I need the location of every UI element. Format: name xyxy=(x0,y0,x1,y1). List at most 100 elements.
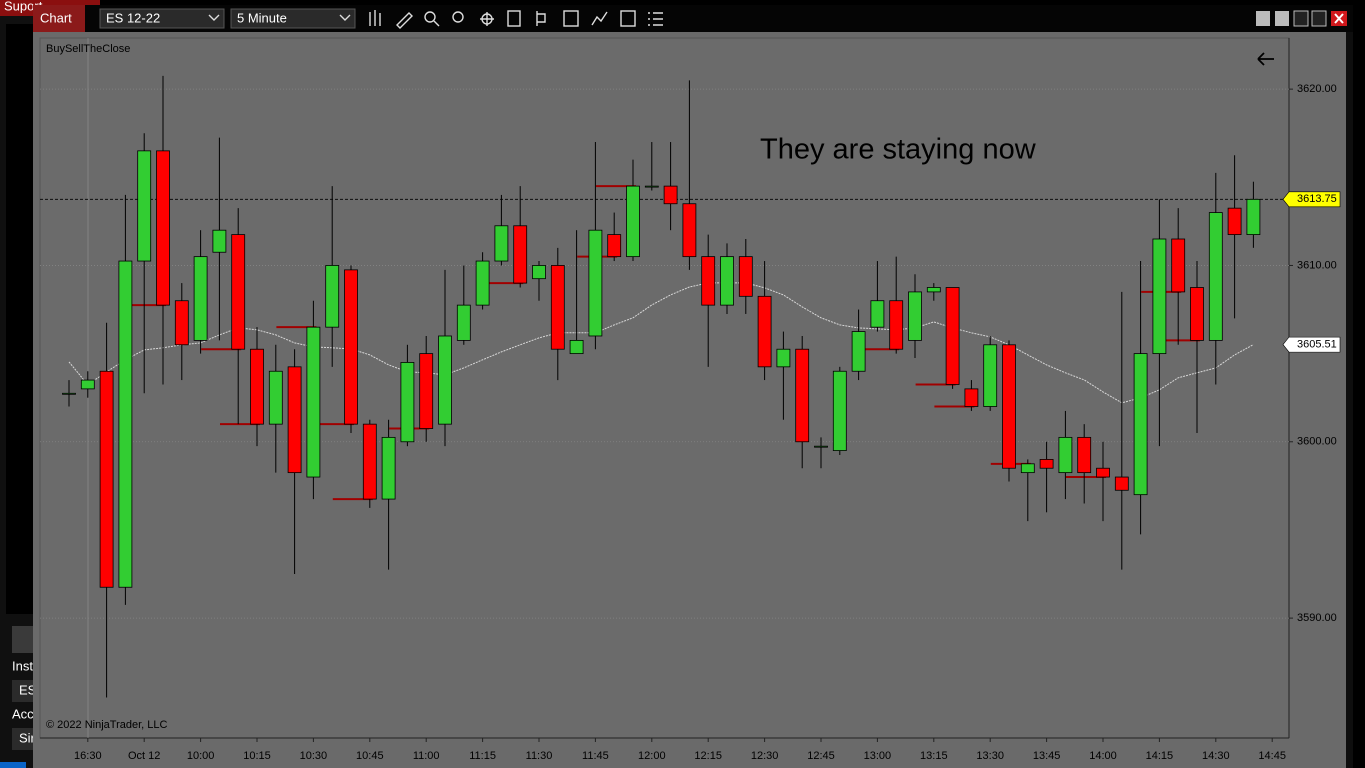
candle-body xyxy=(250,348,264,425)
x-tick-label: 10:15 xyxy=(243,750,271,762)
candle-body xyxy=(945,287,960,385)
analyzer-icon[interactable] xyxy=(620,10,636,27)
x-tick-label: 13:45 xyxy=(1033,750,1061,762)
candle-body xyxy=(663,185,678,205)
interval-dropdown[interactable] xyxy=(230,8,356,29)
candle-body xyxy=(156,150,170,306)
candle-body xyxy=(1114,476,1129,491)
background-label: ES xyxy=(19,682,37,697)
moving-average xyxy=(68,282,1254,404)
background-field[interactable] xyxy=(12,680,33,702)
candle-body xyxy=(908,291,922,341)
x-tick-label: 10:45 xyxy=(356,750,384,762)
dropdown-arrow xyxy=(208,14,220,21)
crosshair-lines xyxy=(480,12,494,26)
x-tick-label: 12:15 xyxy=(694,750,722,762)
x-tick-label: Oct 12 xyxy=(128,750,160,762)
list-icon[interactable] xyxy=(648,12,663,26)
strategies-icon[interactable] xyxy=(591,11,608,26)
annotation: They are staying now xyxy=(760,134,1037,166)
candle-body xyxy=(212,229,227,253)
candle-body xyxy=(1227,207,1242,235)
candle-body xyxy=(1002,344,1016,469)
window-button[interactable] xyxy=(1275,11,1289,26)
candle-body xyxy=(306,326,321,478)
indicators-icon[interactable] xyxy=(563,10,579,27)
candle-body xyxy=(814,445,828,448)
tab-label: Chart xyxy=(40,10,72,25)
candle-body xyxy=(137,150,152,262)
interval-label: 5 Minute xyxy=(237,10,287,25)
candle-body xyxy=(569,339,584,355)
x-tick-label: 12:45 xyxy=(807,750,835,762)
candle-body xyxy=(268,370,283,425)
candle-body xyxy=(550,265,565,350)
zoom-out-icon[interactable] xyxy=(452,11,464,23)
candle-body xyxy=(757,295,772,368)
ma-price-flag xyxy=(1282,336,1341,353)
candle-body xyxy=(231,234,246,350)
background-label: Inst xyxy=(12,658,33,673)
candle-body xyxy=(851,331,866,372)
x-tick-label: 11:45 xyxy=(582,750,609,762)
x-tick-label: 11:00 xyxy=(413,750,440,762)
bars-icon[interactable] xyxy=(369,10,381,26)
x-tick-label: 16:30 xyxy=(74,750,102,762)
candle-body xyxy=(99,370,114,588)
candle-body xyxy=(1171,238,1186,293)
x-tick-label: 13:30 xyxy=(976,750,1004,762)
candle-body xyxy=(381,436,396,500)
x-tick-label: 11:30 xyxy=(526,750,553,762)
x-tick-label: 14:00 xyxy=(1089,750,1117,762)
candle-body xyxy=(419,353,434,429)
candle-body xyxy=(1152,238,1167,355)
candle-body xyxy=(494,225,509,262)
candle-body xyxy=(682,203,697,258)
x-tick-label: 12:00 xyxy=(638,750,666,762)
candle-body xyxy=(532,265,546,280)
candle-body xyxy=(1133,353,1148,496)
current-price-label: 3613.75 xyxy=(1297,193,1337,205)
zoom-in-handle xyxy=(433,20,440,27)
candle-body xyxy=(513,225,528,284)
candle-body xyxy=(1077,436,1092,474)
plot-area xyxy=(39,37,1290,739)
close-glyph xyxy=(1334,13,1344,24)
candle-body xyxy=(926,287,941,293)
candle-body xyxy=(626,185,640,258)
properties-icon[interactable] xyxy=(507,10,521,27)
candle-body xyxy=(1058,436,1073,474)
chart-tab[interactable] xyxy=(33,5,85,32)
candle-body xyxy=(344,269,358,425)
candle-body xyxy=(174,300,189,346)
back-arrow[interactable] xyxy=(1257,52,1274,66)
background-strip xyxy=(0,762,26,768)
candle-body xyxy=(889,300,904,350)
window-edge xyxy=(1346,32,1353,768)
background-field[interactable] xyxy=(12,728,33,750)
draw-icon[interactable] xyxy=(396,12,413,29)
x-tick-label: 12:30 xyxy=(751,750,779,762)
indicator-label: BuySellTheClose xyxy=(46,43,130,55)
ma-price-label: 3605.51 xyxy=(1297,339,1337,351)
instrument-dropdown[interactable] xyxy=(99,8,225,29)
candle-body xyxy=(118,260,133,588)
x-tick-label: 14:30 xyxy=(1202,750,1230,762)
x-tick-label: 13:15 xyxy=(920,750,948,762)
minimize-button[interactable] xyxy=(1293,10,1309,27)
x-tick-label: 11:15 xyxy=(469,750,496,762)
candle-body xyxy=(607,234,622,258)
maximize-button[interactable] xyxy=(1311,10,1327,27)
background-button[interactable] xyxy=(12,626,33,653)
window-button[interactable] xyxy=(1256,11,1270,26)
candle-body xyxy=(80,379,95,390)
candle-body xyxy=(1246,198,1261,235)
candle-body xyxy=(1039,459,1054,469)
candle-body xyxy=(832,370,847,451)
zoom-in-icon[interactable] xyxy=(424,11,436,23)
instrument-label: ES 12-22 xyxy=(106,10,160,25)
template-icon[interactable] xyxy=(536,11,546,26)
current-price-flag xyxy=(1282,191,1341,208)
candle-body xyxy=(738,256,753,297)
